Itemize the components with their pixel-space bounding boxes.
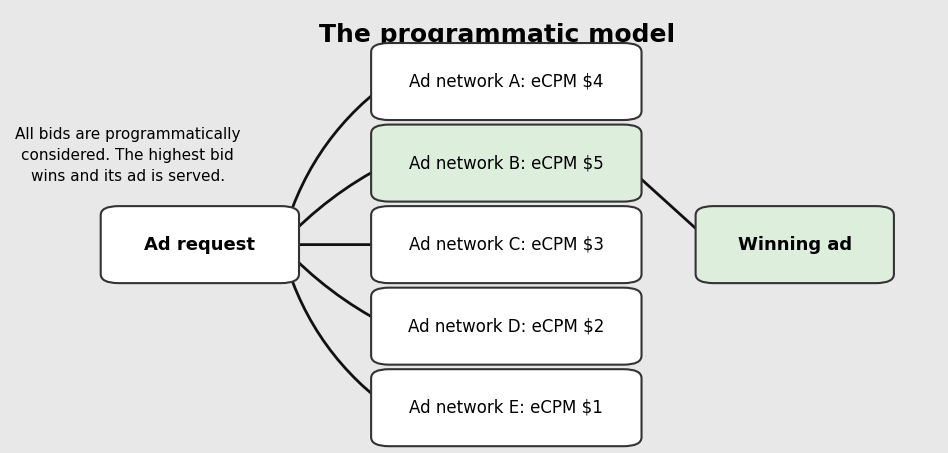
Text: Ad network C: eCPM $3: Ad network C: eCPM $3	[409, 236, 604, 254]
FancyBboxPatch shape	[696, 206, 894, 283]
Text: Winning ad: Winning ad	[738, 236, 852, 254]
Text: Ad network B: eCPM $5: Ad network B: eCPM $5	[409, 154, 604, 172]
Text: All bids are programmatically
considered. The highest bid
wins and its ad is ser: All bids are programmatically considered…	[15, 127, 241, 184]
FancyBboxPatch shape	[371, 43, 642, 120]
Text: Ad network E: eCPM $1: Ad network E: eCPM $1	[410, 399, 603, 417]
FancyBboxPatch shape	[371, 369, 642, 446]
Text: Ad network D: eCPM $2: Ad network D: eCPM $2	[409, 317, 605, 335]
Text: Ad network A: eCPM $4: Ad network A: eCPM $4	[410, 72, 604, 91]
FancyBboxPatch shape	[371, 125, 642, 202]
FancyBboxPatch shape	[100, 206, 299, 283]
FancyBboxPatch shape	[371, 206, 642, 283]
FancyBboxPatch shape	[371, 288, 642, 365]
Text: The programmatic model: The programmatic model	[319, 23, 675, 47]
Text: Ad request: Ad request	[144, 236, 255, 254]
